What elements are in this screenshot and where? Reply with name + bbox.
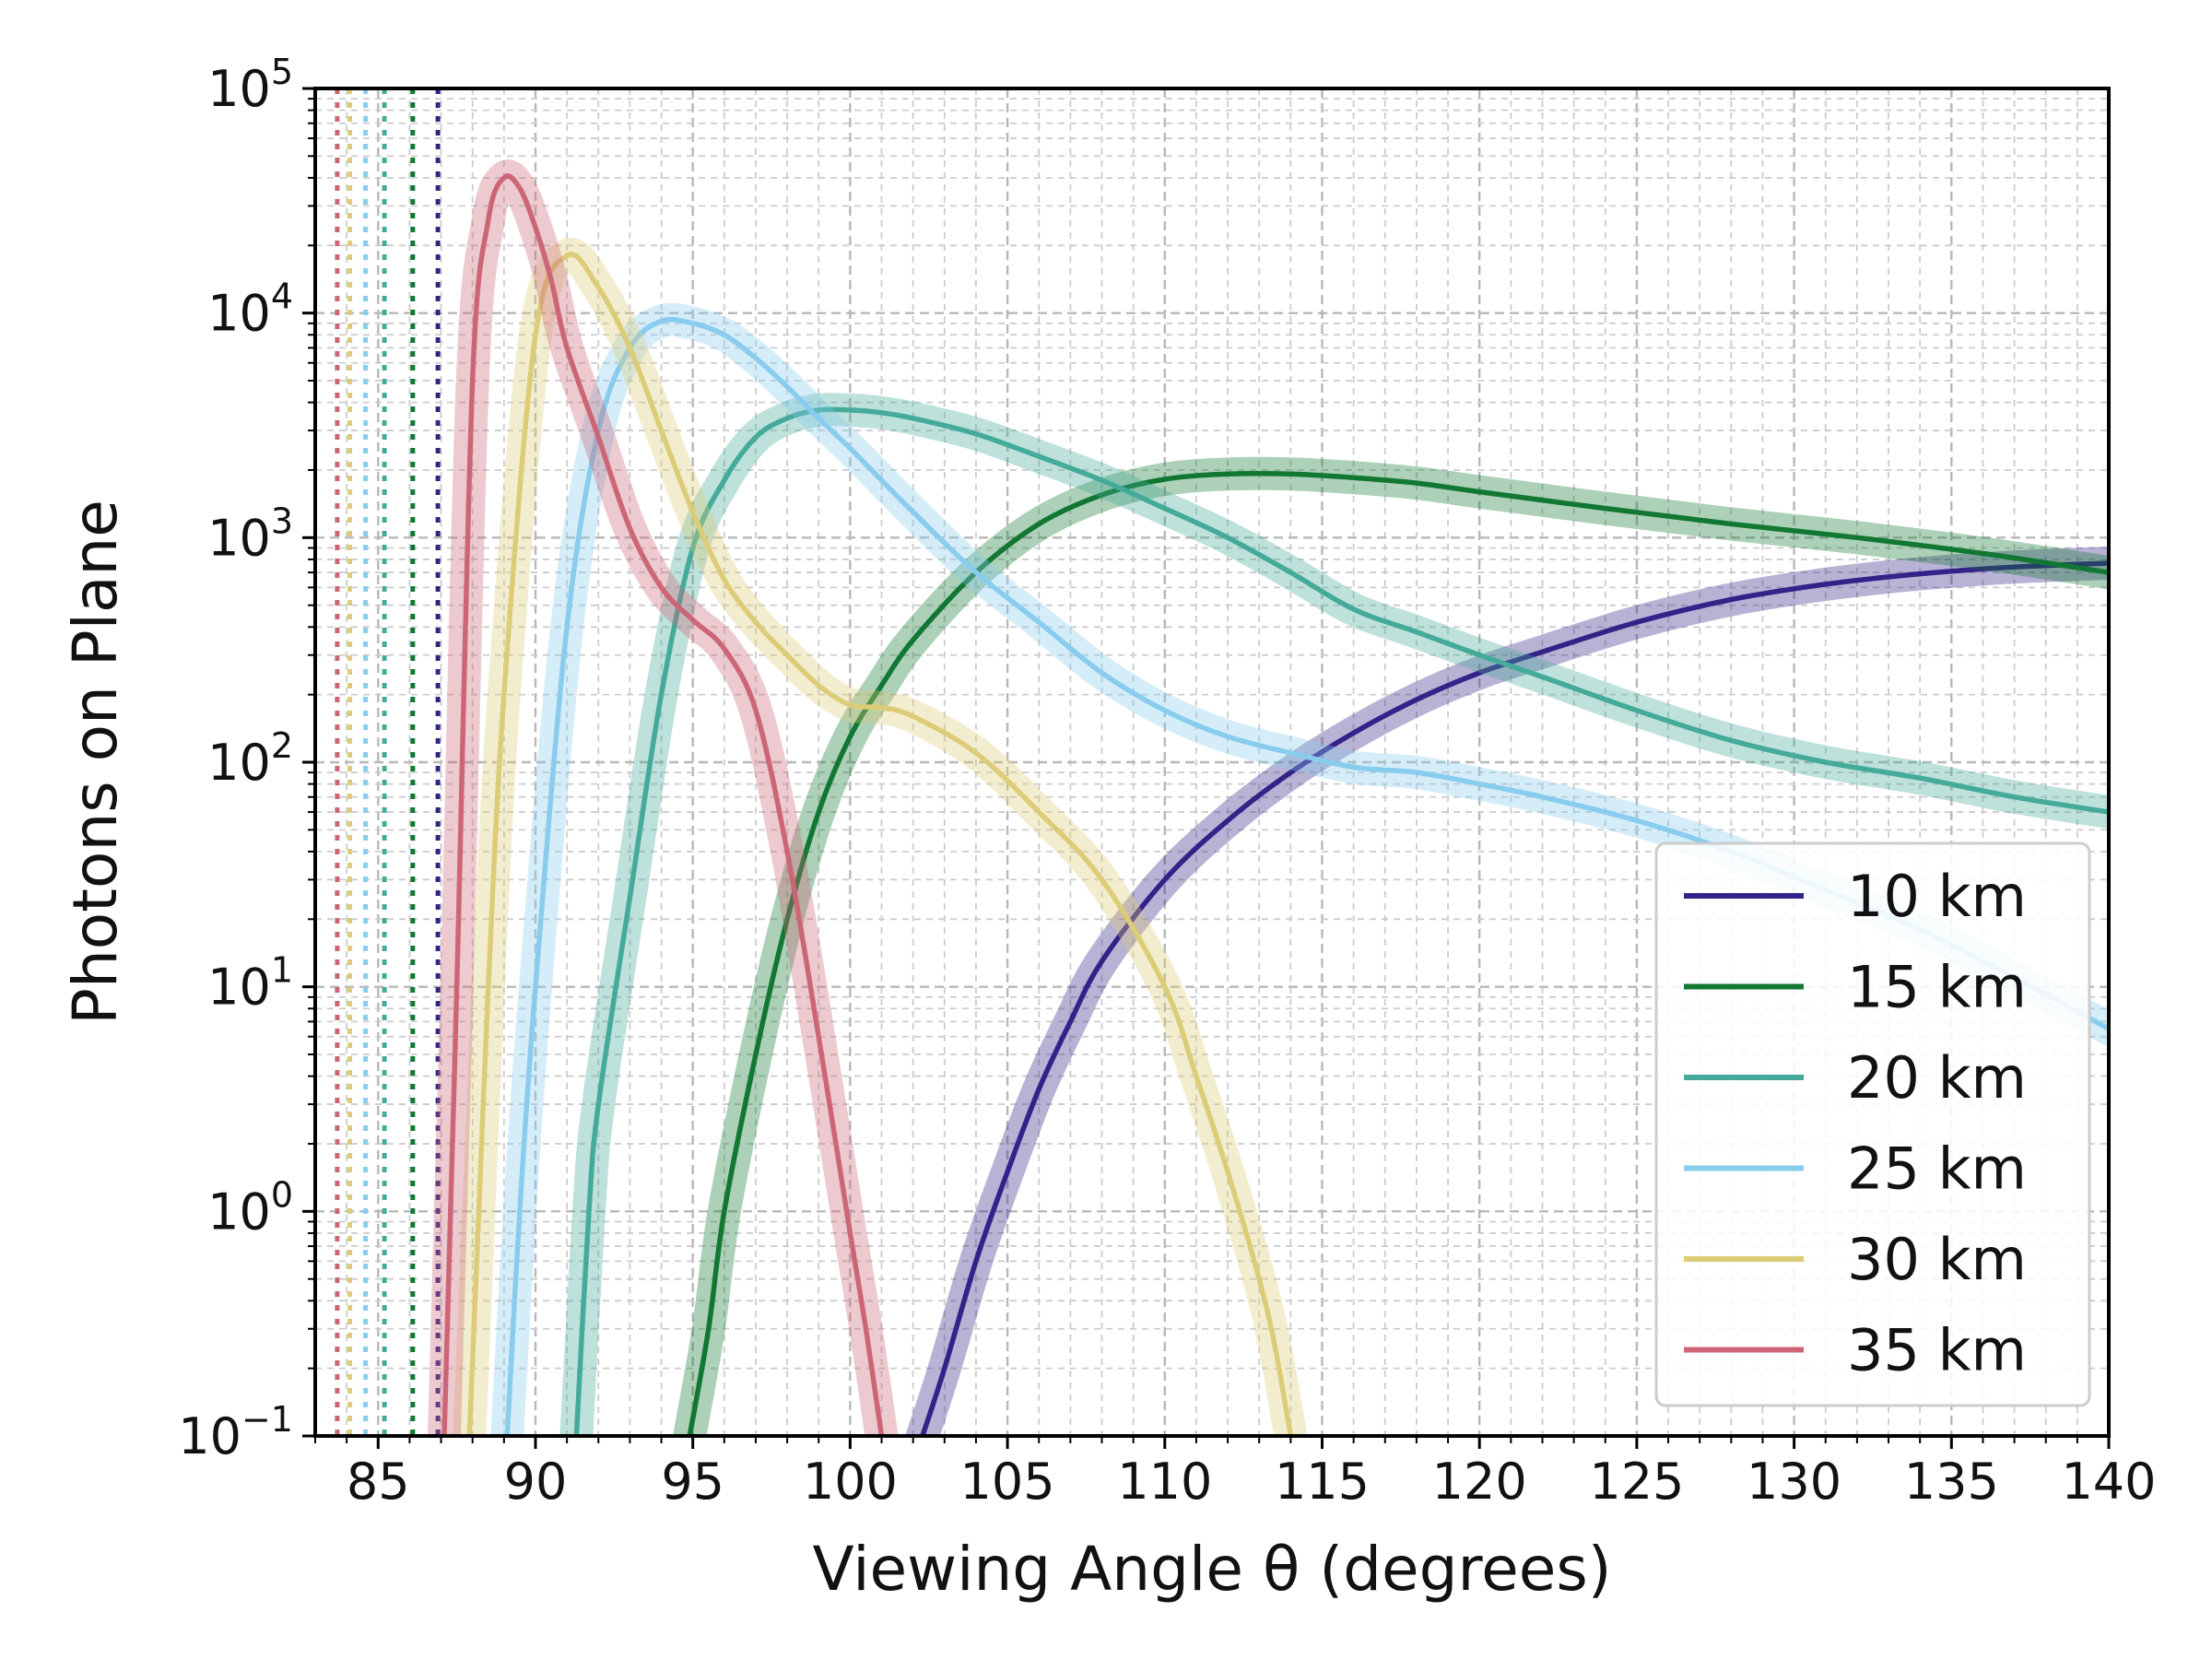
y-tick-label: 101: [207, 950, 293, 1017]
x-tick-label: 140: [2061, 1453, 2156, 1511]
grid-layer: [314, 87, 2111, 1438]
y-tick-label: 10−1: [178, 1399, 293, 1465]
x-tick-label: 110: [1117, 1453, 1212, 1511]
x-tick-label: 90: [504, 1453, 568, 1511]
series-layer: [428, 159, 2109, 1436]
series-line: [504, 316, 2109, 1436]
x-tick-label: 105: [960, 1453, 1055, 1511]
x-axis-title: Viewing Angle θ (degrees): [813, 1534, 1612, 1605]
cutoff-lines: [335, 88, 441, 1436]
x-tick-label: 95: [661, 1453, 724, 1511]
x-tick-label: 125: [1589, 1453, 1684, 1511]
legend-label: 30 km: [1847, 1226, 2027, 1293]
legend-label: 20 km: [1847, 1044, 2027, 1112]
y-tick-label: 102: [207, 725, 293, 792]
y-tick-label: 104: [207, 276, 293, 343]
y-tick-label: 105: [207, 52, 293, 118]
legend-label: 10 km: [1847, 863, 2027, 930]
x-axis: 85 90 95 100 105 110 115 120 125 130 135 140: [314, 1436, 2157, 1511]
x-tick-label: 130: [1747, 1453, 1841, 1511]
y-tick-label: 100: [207, 1174, 293, 1241]
legend-label: 15 km: [1847, 954, 2027, 1021]
x-tick-label: 135: [1904, 1453, 1999, 1511]
series-line: [687, 470, 2109, 1436]
legend: 10 km 15 km 20 km 25 km 30 km 35 km: [1654, 841, 2091, 1407]
x-tick-label: 120: [1432, 1453, 1527, 1511]
y-tick-label: 103: [207, 500, 293, 567]
x-tick-label: 115: [1275, 1453, 1370, 1511]
y-axis-title: Photons on Plane: [60, 500, 131, 1025]
series-line: [466, 252, 1294, 1436]
y-axis: 10−1 100 101 102 103 104 105: [178, 52, 315, 1465]
legend-label: 25 km: [1847, 1135, 2027, 1203]
series-line: [920, 560, 2109, 1436]
series-line: [441, 173, 885, 1436]
legend-label: 35 km: [1847, 1317, 2027, 1384]
series-line: [573, 406, 2109, 1436]
x-tick-label: 85: [347, 1453, 410, 1511]
x-tick-label: 100: [803, 1453, 898, 1511]
